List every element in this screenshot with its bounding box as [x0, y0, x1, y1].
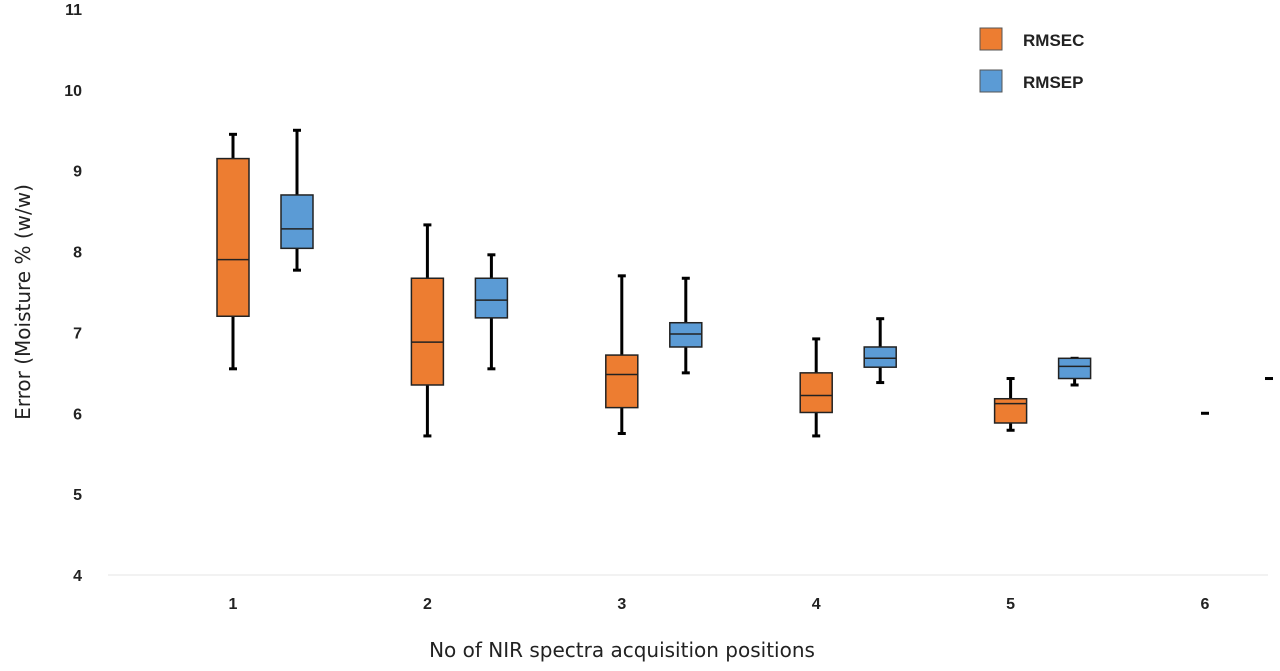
x-tick-label: 5 — [1006, 596, 1015, 613]
box-series-group — [216, 128, 1273, 438]
x-tick-label: 2 — [423, 596, 432, 613]
x-tick-label: 6 — [1201, 596, 1210, 613]
iqr-box — [216, 157, 250, 318]
y-tick-label: 6 — [73, 406, 82, 423]
box-rmsep-2 — [474, 253, 509, 371]
legend-swatch — [979, 27, 1003, 51]
box-rmsep-5 — [1057, 356, 1092, 387]
x-axis: 1 2 3 4 5 6 — [229, 596, 1210, 613]
box-rmsec-5 — [993, 377, 1028, 432]
y-axis: 4 5 6 7 8 9 10 11 — [64, 2, 82, 585]
legend-label: RMSEP — [1023, 73, 1083, 92]
y-tick-label: 7 — [73, 325, 82, 342]
box-rmsec-2 — [410, 223, 445, 438]
box-rmsep-1 — [280, 128, 314, 272]
box-rmsep-4 — [863, 317, 897, 385]
iqr-box — [993, 397, 1028, 424]
y-axis-label: Error (Moisture % (w/w) — [11, 184, 35, 420]
y-tick-label: 8 — [73, 245, 82, 262]
y-tick-label: 4 — [73, 568, 82, 585]
y-tick-label: 5 — [73, 487, 82, 504]
legend: RMSEC RMSEP — [979, 27, 1084, 93]
box-rmsec-4 — [799, 337, 833, 438]
y-tick-label: 9 — [73, 164, 82, 181]
iqr-box — [669, 321, 703, 348]
y-tick-label: 11 — [65, 2, 82, 19]
iqr-box — [474, 277, 509, 319]
legend-label: RMSEC — [1023, 31, 1084, 50]
x-axis-label: No of NIR spectra acquisition positions — [429, 638, 815, 662]
legend-item-rmsep: RMSEP — [979, 69, 1083, 93]
legend-swatch — [979, 69, 1003, 93]
series-rmsep — [280, 128, 1273, 387]
box-rmsec-1 — [216, 132, 250, 371]
legend-item-rmsec: RMSEC — [979, 27, 1084, 51]
y-tick-label: 10 — [64, 83, 82, 100]
box-rmsep-3 — [669, 276, 703, 375]
iqr-box — [280, 194, 314, 250]
iqr-box — [863, 346, 897, 368]
x-tick-label: 4 — [812, 596, 821, 613]
iqr-box — [799, 372, 833, 414]
series-rmsec — [216, 132, 1209, 438]
x-tick-label: 3 — [617, 596, 626, 613]
x-tick-label: 1 — [229, 596, 238, 613]
box-rmsec-3 — [605, 274, 639, 435]
iqr-box — [410, 277, 445, 386]
iqr-box — [605, 354, 639, 409]
iqr-box — [1057, 357, 1092, 380]
